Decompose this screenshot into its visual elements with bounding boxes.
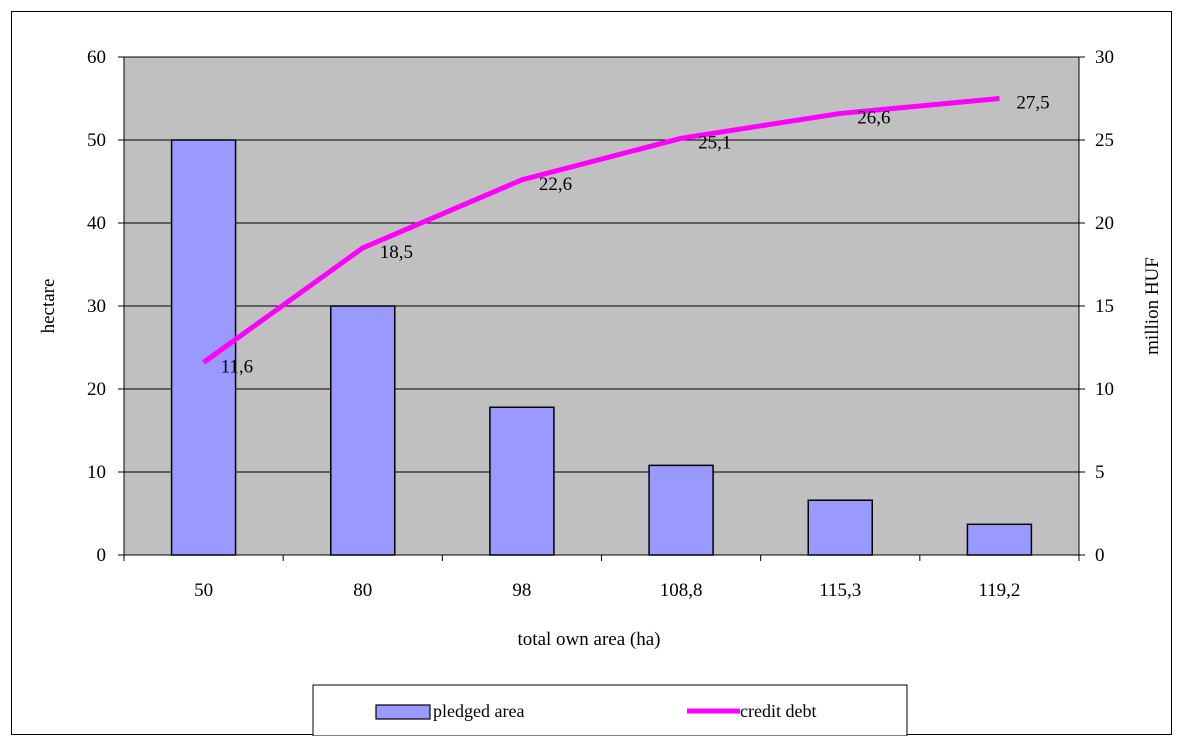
data-label: 26,6 [857, 107, 890, 128]
y-tick-label-left: 40 [87, 213, 106, 234]
y-tick-label-left: 0 [97, 545, 107, 566]
data-labels-credit-debt: 11,6 18,5 22,6 25,1 26,6 27,5 [221, 93, 1050, 378]
bar-series-pledged-area [170, 139, 1033, 556]
data-label: 18,5 [380, 242, 413, 263]
y-tick-label-right: 5 [1095, 462, 1105, 483]
bar [807, 499, 873, 556]
y-tick-label-right: 30 [1095, 47, 1114, 68]
legend: pledged area credit debt [312, 684, 908, 737]
bar [330, 305, 396, 556]
legend-label-pledged-area: pledged area [433, 701, 524, 721]
x-tick-label: 115,3 [819, 580, 861, 601]
chart-svg: 11,6 18,5 22,6 25,1 26,6 27,5 0 10 20 30 40 50 60 0 5… [38, 47, 1163, 737]
x-tick-label: 108,8 [660, 580, 703, 601]
bar [966, 523, 1033, 556]
y-tick-label-right: 15 [1095, 296, 1114, 317]
x-tick-label: 50 [194, 580, 213, 601]
y-tick-label-right: 25 [1095, 130, 1114, 151]
x-tick-label: 98 [512, 580, 531, 601]
y-tick-label-left: 20 [87, 379, 106, 400]
y-tick-label-right: 0 [1095, 545, 1105, 566]
bar [489, 406, 555, 556]
y-tick-label-left: 30 [87, 296, 106, 317]
y-axis-title-right: million HUF [1142, 257, 1163, 355]
bar [648, 464, 714, 556]
axes: 0 10 20 30 40 50 60 0 5 10 15 20 25 30 50 80 98 108,8 115,… [87, 47, 1114, 601]
x-axis-title: total own area (ha) [518, 629, 661, 650]
y-tick-label-left: 60 [87, 47, 106, 68]
line-series-credit-debt [202, 96, 1000, 365]
data-label: 27,5 [1016, 93, 1049, 114]
y-tick-label-right: 10 [1095, 379, 1114, 400]
legend-swatch-pledged-area [375, 704, 431, 720]
y-tick-label-left: 10 [87, 462, 106, 483]
x-tick-label: 80 [353, 580, 372, 601]
legend-label-credit-debt: credit debt [740, 701, 816, 721]
y-tick-label-left: 50 [87, 130, 106, 151]
chart-frame: 11,6 18,5 22,6 25,1 26,6 27,5 0 10 20 30 40 50 60 0 5… [11, 11, 1172, 737]
data-label: 22,6 [539, 174, 572, 195]
data-label: 25,1 [698, 132, 731, 153]
y-tick-label-right: 20 [1095, 213, 1114, 234]
data-label: 11,6 [221, 356, 254, 377]
x-tick-label: 119,2 [978, 580, 1020, 601]
y-axis-title-left: hectare [38, 279, 59, 334]
